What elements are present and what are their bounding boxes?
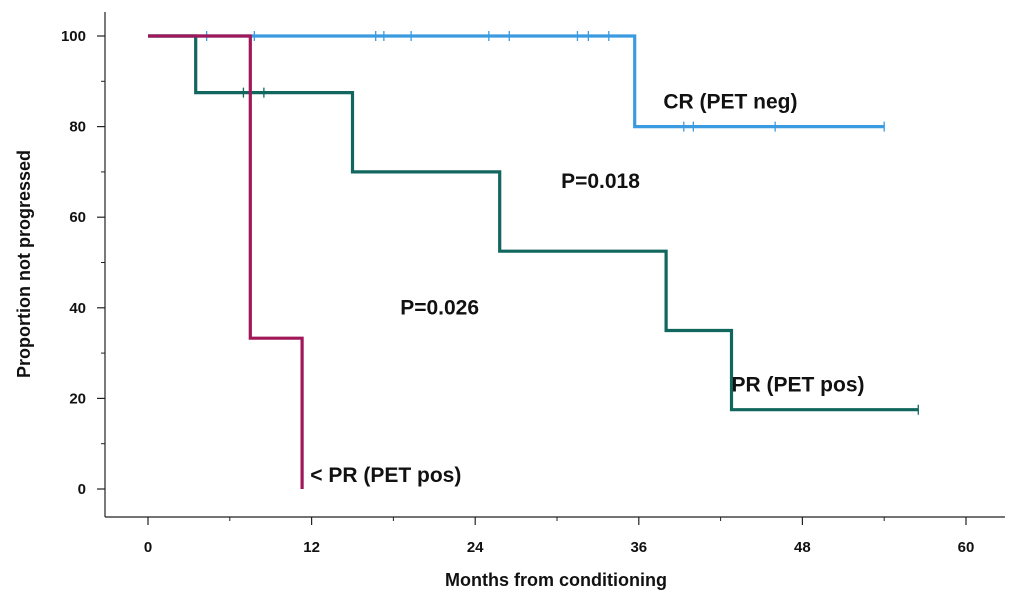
series-3-line [148,34,304,489]
y-tick-label: 100 [61,28,86,45]
y-tick-label: 20 [69,390,86,407]
annotation-label: PR (PET pos) [732,374,865,397]
annotations: CR (PET neg) P=0.018 P=0.026 PR (PET pos) < … [310,90,864,487]
series-layer [148,31,919,489]
annotation-label: < PR (PET pos) [310,464,461,487]
y-axis-title: Proportion not progressed [14,150,34,378]
x-tick-label: 36 [630,539,647,556]
ticks: 0 20 40 60 80 100 0 12 24 36 48 60 [61,28,974,556]
y-tick-label: 80 [69,119,86,136]
series-2-line [148,34,919,412]
y-tick-label: 60 [69,209,86,226]
x-tick-label: 12 [303,539,320,556]
y-tick-label: 0 [78,481,86,498]
axes [104,12,1005,518]
annotation-label: CR (PET neg) [663,90,797,113]
annotation-label: P=0.026 [400,297,479,320]
x-tick-label: 24 [467,539,484,556]
x-tick-label: 60 [958,539,975,556]
series-1-line [148,34,885,129]
y-tick-label: 40 [69,300,86,317]
annotation-label: P=0.018 [561,170,640,193]
x-axis-title: Months from conditioning [445,570,667,590]
x-tick-label: 48 [794,539,811,556]
x-tick-label: 0 [144,539,152,556]
